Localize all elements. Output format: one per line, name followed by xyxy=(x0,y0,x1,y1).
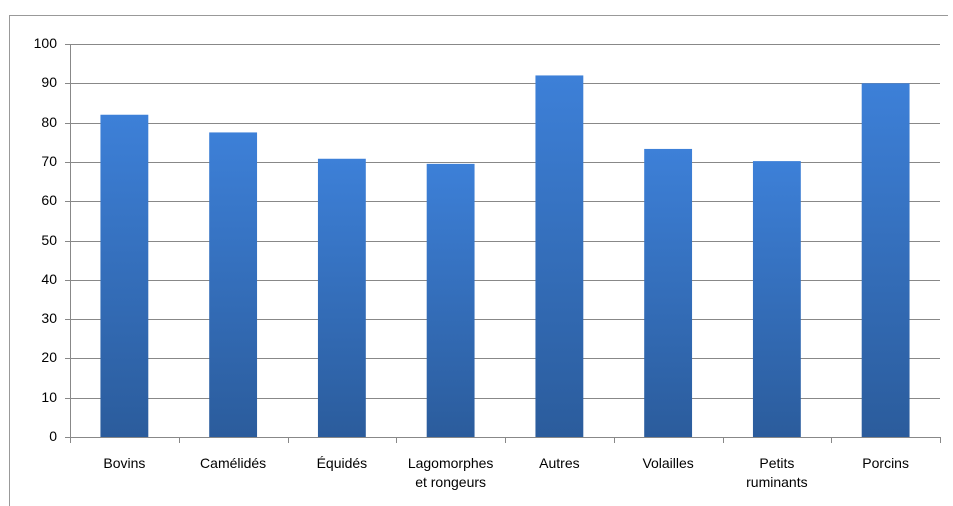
x-tick-label: Lagomorphes et rongeurs xyxy=(407,455,494,490)
y-tick-label: 30 xyxy=(41,310,57,326)
y-tick-label: 70 xyxy=(41,153,57,169)
y-tick-label: 40 xyxy=(41,271,57,287)
bar xyxy=(317,158,366,438)
chart-frame xyxy=(9,15,948,506)
x-tick-label: Porcins xyxy=(862,455,909,471)
x-tick-label: Camélidés xyxy=(200,455,267,471)
y-tick-label: 10 xyxy=(41,389,57,405)
bar xyxy=(426,163,475,438)
bar xyxy=(100,114,149,438)
bar xyxy=(861,83,910,438)
bar xyxy=(209,132,258,438)
x-tick-label: Petits ruminants xyxy=(746,455,808,490)
y-tick-label: 100 xyxy=(34,35,58,51)
y-tick-label: 80 xyxy=(41,114,57,130)
y-tick-label: 90 xyxy=(41,74,57,90)
x-tick-label: Bovins xyxy=(103,455,146,471)
y-tick-label: 20 xyxy=(41,349,57,365)
x-tick-label: Volailles xyxy=(642,455,694,471)
bar xyxy=(752,161,801,437)
bar xyxy=(644,148,693,437)
x-tick-label: Équidés xyxy=(316,455,368,471)
y-tick-label: 0 xyxy=(49,428,57,444)
y-tick-label: 60 xyxy=(41,192,57,208)
bar xyxy=(535,75,584,437)
y-tick-label: 50 xyxy=(41,232,57,248)
x-tick-label: Autres xyxy=(539,455,580,471)
